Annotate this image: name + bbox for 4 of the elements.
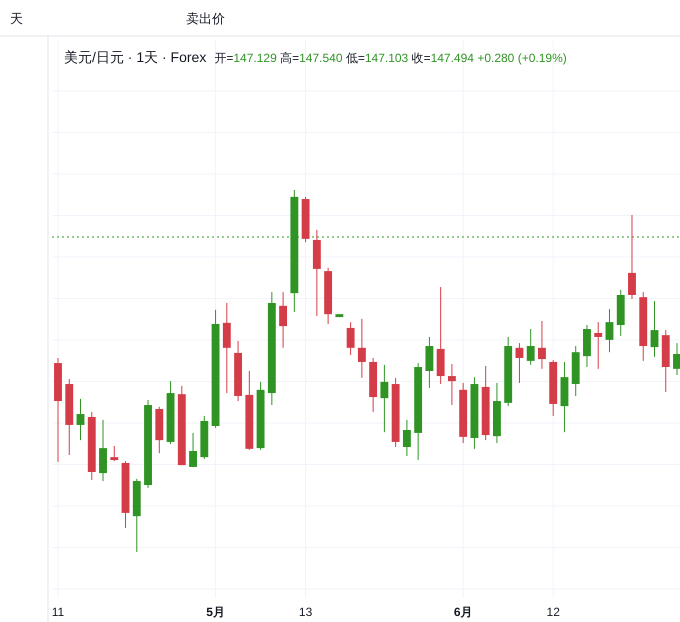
annotation: 卖出价 xyxy=(186,11,225,26)
annotation: 天 xyxy=(10,11,23,26)
title: 美元/日元 · 1天 · Forex xyxy=(64,49,206,65)
subtitle: 开=147.129 高=147.540 低=147.103 收=147.494 +0.280 (+0.19%) xyxy=(214,51,567,65)
